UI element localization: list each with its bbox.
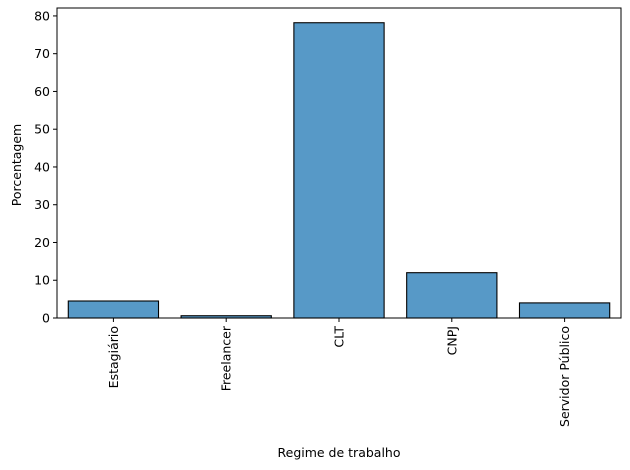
y-tick-label-1: 10	[34, 273, 50, 288]
x-tick-label-3: CNPJ	[444, 326, 459, 355]
y-tick-label-4: 40	[34, 159, 50, 174]
y-tick-label-3: 30	[34, 197, 50, 212]
y-axis-title: Porcentagem	[9, 124, 24, 206]
y-tick-label-6: 60	[34, 84, 50, 99]
bar-2	[293, 22, 385, 319]
y-tick-label-7: 70	[34, 46, 50, 61]
axes-frame	[56, 7, 622, 319]
y-tick-label-5: 50	[34, 122, 50, 137]
x-tick-label-1: Freelancer	[219, 325, 234, 391]
x-tick-label-2: CLT	[332, 326, 347, 348]
y-tick-label-8: 80	[34, 8, 50, 23]
bar-3	[406, 272, 498, 319]
bar-4	[518, 302, 611, 319]
bar-0	[67, 300, 160, 319]
x-axis-title: Regime de trabalho	[278, 445, 401, 460]
y-tick-label-0: 0	[42, 311, 50, 326]
x-tick-label-0: Estagiário	[106, 326, 121, 388]
plot-area: Estagiário Freelancer CLT CNPJ Servidor Públ…	[34, 7, 622, 427]
y-tick-label-2: 20	[34, 235, 50, 250]
x-tick-label-4: Servidor Público	[557, 326, 572, 427]
